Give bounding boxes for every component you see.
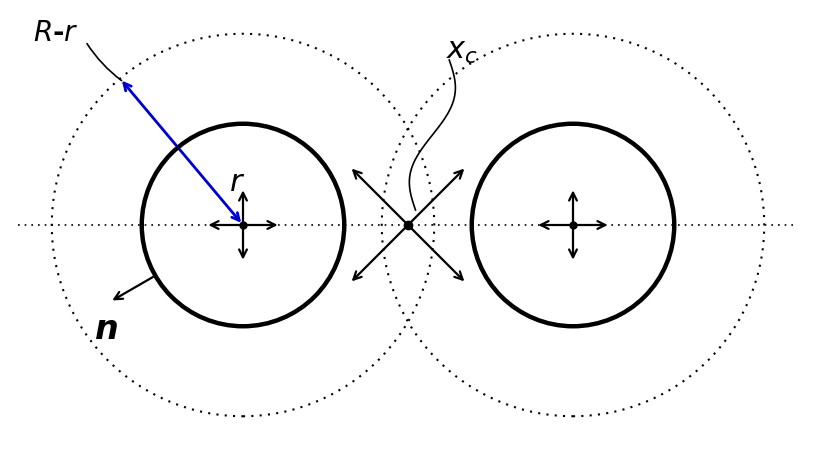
Text: $\mathit{r}$: $\mathit{r}$ (228, 168, 245, 197)
Text: $\mathit{R}$-$\mathit{r}$: $\mathit{R}$-$\mathit{r}$ (33, 19, 78, 47)
Text: $\boldsymbol{n}$: $\boldsymbol{n}$ (94, 313, 118, 346)
Text: $\mathit{x}_c$: $\mathit{x}_c$ (446, 37, 478, 67)
